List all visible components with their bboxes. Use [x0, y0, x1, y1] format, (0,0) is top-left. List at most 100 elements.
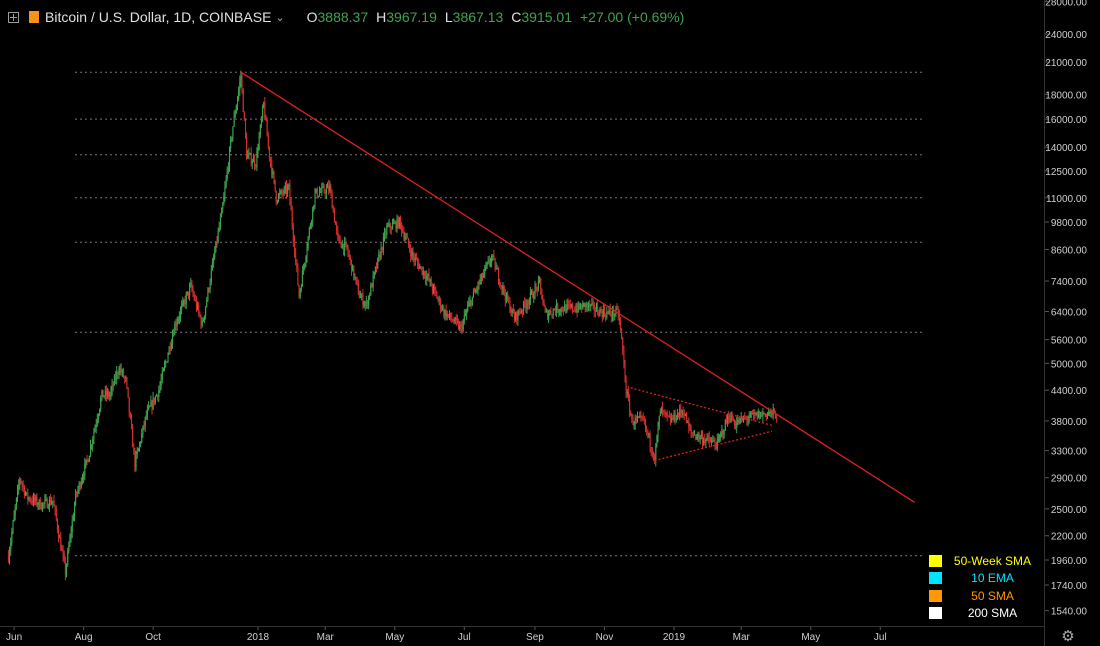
candle-body	[217, 231, 219, 243]
candle-body	[562, 310, 564, 312]
candle-body	[664, 411, 666, 413]
candle-body	[680, 408, 682, 413]
candle-body	[374, 267, 376, 272]
candle-body	[584, 302, 586, 308]
candle-body	[107, 391, 109, 396]
candle-body	[714, 442, 716, 446]
candle-body	[733, 421, 735, 426]
candle-body	[490, 261, 492, 264]
candle-body	[270, 157, 272, 163]
candle-body	[103, 395, 105, 397]
candle-body	[431, 286, 433, 291]
chevron-down-icon[interactable]: ⌄	[275, 11, 285, 24]
candle-body	[479, 279, 481, 284]
candle-body	[624, 363, 626, 381]
candle-body	[343, 243, 345, 252]
candle-body	[259, 125, 261, 137]
price-tick-label: 5000.00	[1051, 359, 1088, 370]
legend-item-50-week-sma[interactable]: 50-Week SMA	[929, 552, 1039, 570]
candle-body	[370, 284, 372, 295]
candle-body	[230, 139, 232, 149]
legend-swatch	[929, 572, 942, 585]
candle-body	[128, 397, 130, 413]
candle-body	[104, 390, 106, 396]
candle-body	[153, 397, 155, 403]
price-axis[interactable]: 28000.00 24000.00 21000.00 18000.00 16000.00…	[1044, 0, 1087, 618]
candle-body	[393, 223, 395, 225]
time-axis[interactable]: Jun Aug Oct 2018 Mar May Jul Sep Nov 2019 Mar May Ju…	[6, 626, 887, 643]
candle-body	[31, 500, 33, 503]
candle-body	[335, 221, 337, 225]
price-axis-border	[1044, 0, 1045, 646]
descending-trendline	[240, 71, 915, 503]
candle-body	[647, 429, 649, 436]
candle-body	[533, 297, 535, 299]
candle-body	[134, 450, 136, 468]
candle-body	[613, 309, 615, 316]
candle-body	[627, 392, 629, 399]
candle-body	[643, 419, 645, 421]
candle-body	[154, 396, 156, 403]
candle-body	[673, 412, 675, 420]
candle-body	[218, 226, 220, 232]
candle-body	[695, 434, 697, 439]
candle-body	[158, 390, 160, 398]
candle-body	[476, 289, 478, 291]
candle-body	[434, 286, 436, 290]
candle-body	[665, 411, 667, 413]
candle-body	[425, 276, 427, 280]
triangle-upper-line	[630, 387, 773, 427]
candle-body	[649, 434, 651, 448]
candle-body	[689, 427, 691, 430]
candle-body	[333, 210, 335, 222]
candle-body	[347, 248, 349, 254]
candle-body	[185, 294, 187, 304]
legend-label: 10 EMA	[971, 571, 1014, 586]
candle-body	[433, 286, 435, 291]
candle-body	[288, 184, 290, 187]
candle-body	[706, 436, 708, 440]
candle-body	[177, 318, 179, 323]
expand-icon[interactable]	[8, 11, 19, 23]
candle-body	[33, 496, 35, 503]
candle-body	[232, 126, 234, 139]
candle-body	[617, 308, 619, 316]
candle-body	[605, 315, 607, 318]
candle-body	[715, 445, 717, 449]
candle-body	[325, 188, 327, 194]
candle-body	[382, 236, 384, 250]
symbol-title[interactable]: Bitcoin / U.S. Dollar, 1D, COINBASE	[45, 9, 272, 25]
candle-body	[704, 439, 706, 443]
candle-body	[764, 413, 766, 415]
legend-item-200-sma[interactable]: 200 SMA	[929, 605, 1039, 623]
candle-body	[162, 368, 164, 372]
candle-body	[773, 409, 775, 413]
candle-body	[451, 318, 453, 321]
candle-body	[506, 293, 508, 301]
candle-body	[463, 315, 465, 321]
legend-item-50-sma[interactable]: 50 SMA	[929, 587, 1039, 605]
time-tick-label: May	[801, 632, 820, 643]
candle-body	[412, 251, 414, 257]
candle-body	[43, 502, 45, 504]
candle-body	[341, 243, 343, 248]
candle-body	[526, 304, 528, 308]
candle-body	[509, 300, 511, 312]
candle-body	[414, 258, 416, 261]
candle-body	[428, 274, 430, 281]
candle-body	[224, 187, 226, 197]
candle-body	[14, 507, 16, 515]
high-key: H	[376, 9, 387, 25]
price-tick-label: 6400.00	[1051, 308, 1088, 319]
legend-item-10-ema[interactable]: 10 EMA	[929, 570, 1039, 588]
candle-body	[534, 286, 536, 298]
candle-body	[133, 447, 135, 451]
candle-body	[54, 505, 56, 510]
candle-body	[95, 423, 97, 428]
candle-body	[116, 372, 118, 380]
change-value: +27.00 (+0.69%)	[580, 9, 685, 25]
gear-icon[interactable]: ⚙	[1061, 628, 1075, 645]
candle-body	[132, 428, 134, 448]
candle-body	[38, 499, 40, 505]
